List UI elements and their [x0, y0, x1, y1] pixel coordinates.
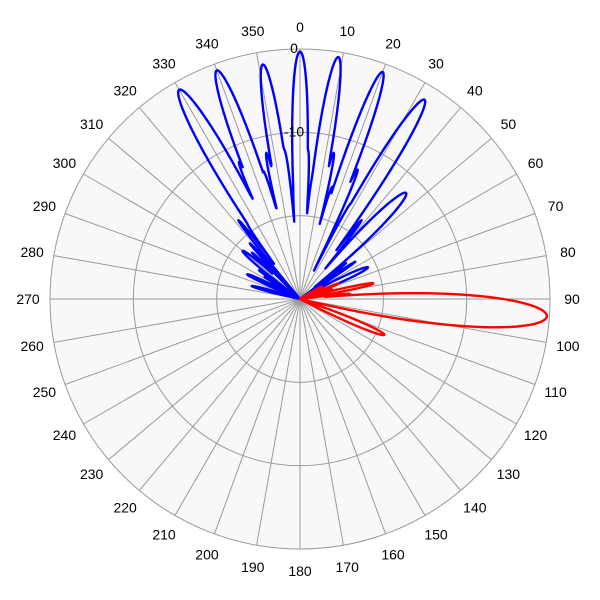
grid-spoke [64, 298, 301, 385]
angle-tick-label: 240 [53, 427, 77, 443]
angle-tick-label: 90 [564, 291, 580, 307]
series-line-red [298, 281, 549, 337]
angle-tick-label: 170 [336, 559, 360, 575]
grid-spoke [299, 298, 517, 425]
grid-spoke [256, 298, 301, 546]
angle-tick-label: 140 [463, 499, 487, 515]
grid-spoke [299, 298, 462, 491]
angle-tick-label: 250 [33, 384, 57, 400]
angle-tick-label: 160 [381, 547, 405, 563]
angle-tick-label: 280 [20, 244, 44, 260]
grid-spoke [299, 173, 517, 300]
angle-tick-label: 180 [288, 563, 312, 579]
angle-tick-label: 350 [241, 23, 265, 39]
angle-tick-label: 260 [20, 338, 44, 354]
angle-tick-label: 220 [113, 499, 137, 515]
angle-tick-label: 20 [385, 35, 401, 51]
angle-tick-label: 310 [80, 116, 104, 132]
grid-spoke [64, 213, 301, 300]
radial-tick-label: -10 [284, 123, 304, 139]
grid-spoke [83, 298, 301, 425]
grid-spoke [174, 82, 301, 300]
grid-spoke [174, 298, 301, 516]
angle-tick-label: 120 [524, 427, 548, 443]
grid-spoke [256, 52, 301, 300]
angle-labels: 0 10 20 30 40 50 60 70 80 90 100 110 120 130 140 150 160… [16, 19, 580, 579]
angle-tick-label: 10 [339, 23, 355, 39]
angle-tick-label: 230 [80, 466, 104, 482]
grid-spoke [83, 173, 301, 300]
angle-tick-label: 320 [113, 83, 137, 99]
angle-tick-label: 80 [560, 244, 576, 260]
angle-tick-label: 270 [16, 291, 40, 307]
grid-spoke [214, 298, 301, 535]
angle-tick-label: 30 [428, 55, 444, 71]
grid-spoke [299, 213, 536, 300]
angle-tick-label: 300 [53, 155, 77, 171]
grid-spoke [108, 298, 301, 461]
angle-tick-label: 200 [195, 547, 219, 563]
radial-tick-label: 0 [290, 40, 298, 56]
angle-tick-label: 190 [241, 559, 265, 575]
angle-tick-label: 340 [195, 35, 219, 51]
series-layer [176, 50, 549, 337]
angle-tick-label: 40 [467, 83, 483, 99]
angle-tick-label: 110 [544, 384, 567, 400]
angle-tick-label: 210 [152, 527, 176, 543]
angle-tick-label: 100 [556, 338, 580, 354]
grid-spoke [299, 63, 386, 300]
angle-tick-label: 130 [497, 466, 521, 482]
angle-tick-label: 330 [152, 55, 176, 71]
grid-spoke [299, 298, 344, 546]
grid-spoke [53, 298, 301, 343]
grid-spoke [299, 298, 547, 343]
grid-spoke [108, 137, 301, 300]
angle-tick-label: 70 [548, 198, 564, 214]
angle-tick-label: 50 [501, 116, 517, 132]
grid-spoke [299, 298, 426, 516]
angle-tick-label: 60 [528, 155, 544, 171]
grid-spoke [299, 52, 344, 300]
grid-spoke [299, 298, 492, 461]
angle-tick-label: 290 [33, 198, 57, 214]
grid-spoke [299, 298, 386, 535]
angle-tick-label: 0 [296, 19, 304, 35]
grid-spoke [138, 298, 301, 491]
grid-spoke [214, 63, 301, 300]
angle-tick-label: 150 [424, 527, 448, 543]
series-line-blue [176, 50, 427, 301]
grid-spoke [53, 255, 301, 300]
